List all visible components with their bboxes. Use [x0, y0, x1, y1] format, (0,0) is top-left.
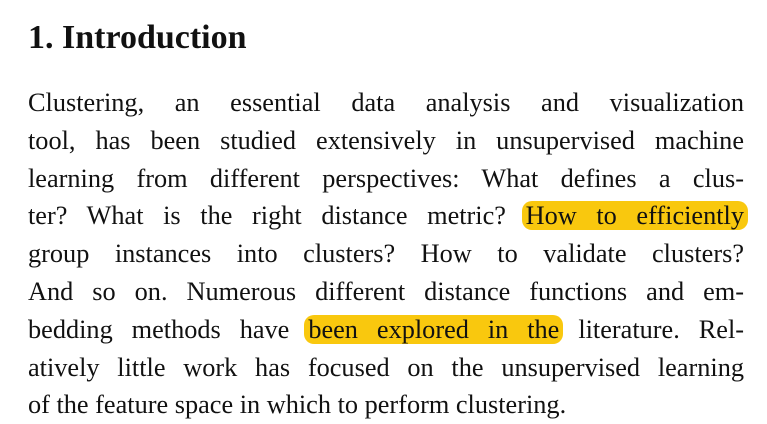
paragraph-line-with-highlight: bedding methods have been explored in th… [28, 311, 744, 349]
text-segment: ter? What is the right distance metric? [28, 201, 506, 231]
text-segment: bedding methods have [28, 314, 290, 344]
paragraph-line: group instances into clusters? How to va… [28, 239, 744, 269]
paragraph-line: of the feature space in which to perform… [28, 390, 567, 420]
paragraph-line: learning from different perspectives: Wh… [28, 163, 744, 193]
paragraph-line: Clustering, an essential data analysis a… [28, 88, 744, 117]
paragraph-line: tool, has been studied extensively in un… [28, 125, 744, 155]
highlighted-text: How to efficiently [521, 201, 749, 231]
paragraph-line: atively little work has focused on the u… [28, 352, 744, 382]
highlighted-text: been explored in the [304, 314, 564, 344]
text-segment: literature. Rel- [578, 314, 745, 344]
introduction-paragraph: Clustering, an essential data analysis a… [28, 84, 749, 424]
paragraph-line: And so on. Numerous different distance f… [28, 276, 744, 306]
paragraph-line-with-highlight: ter? What is the right distance metric? … [28, 197, 749, 235]
section-heading: 1. Introduction [28, 19, 247, 56]
